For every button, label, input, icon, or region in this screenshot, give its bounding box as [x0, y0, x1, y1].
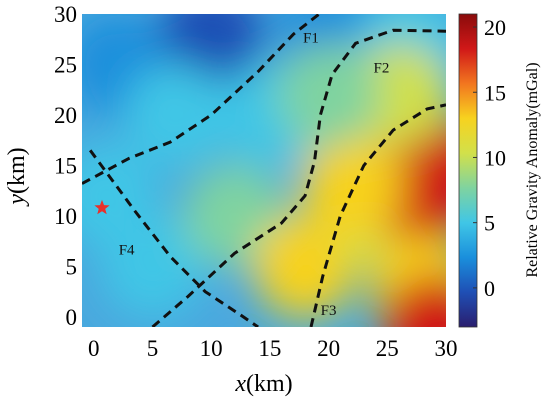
fault-lines	[82, 14, 446, 327]
y-tick-label: 15	[54, 153, 77, 178]
y-tick-label: 20	[54, 103, 77, 128]
star-marker	[94, 199, 110, 215]
colorbar-tick-label: 20	[484, 15, 506, 40]
fault-label-f4: F4	[119, 242, 135, 258]
fault-line-f1	[82, 14, 321, 185]
y-tick-label: 5	[66, 254, 78, 279]
heatmap-cells	[82, 14, 446, 327]
y-axis-unit: (km)	[4, 147, 30, 194]
heatmap-plot-area: F1 F2 F3 F4	[82, 14, 446, 327]
fault-label-f1: F1	[303, 30, 319, 46]
x-tick-label: 5	[147, 336, 159, 361]
colorbar-tick-label: 0	[484, 276, 495, 301]
colorbar-tick-label: 5	[484, 211, 495, 236]
y-axis-title: y(km)	[4, 147, 30, 206]
colorbar-title: Relative Gravity Anomaly(mGal)	[524, 62, 541, 277]
fault-labels: F1 F2 F3 F4	[119, 30, 390, 319]
fault-line-f4	[88, 149, 259, 327]
markers	[94, 199, 110, 215]
x-tick-label: 30	[435, 336, 458, 361]
colorbar-tick-label: 10	[484, 145, 506, 170]
x-axis-unit: (km)	[246, 371, 293, 397]
heatmap-cell	[300, 133, 405, 238]
y-tick-label: 0	[66, 305, 78, 330]
x-axis-var: x	[234, 371, 246, 397]
heatmap-cell	[276, 42, 381, 147]
fault-line-f3	[309, 103, 446, 327]
y-axis-var: y	[4, 194, 30, 207]
x-tick-label: 20	[317, 336, 340, 361]
x-axis-ticks: 0 5 10 15 20 25 30	[88, 336, 458, 361]
colorbar	[458, 13, 478, 328]
colorbar-tick-label: 15	[484, 80, 506, 105]
y-tick-label: 10	[54, 204, 77, 229]
heatmap-cell	[382, 275, 446, 327]
y-tick-label: 30	[54, 2, 77, 27]
y-tick-label: 25	[54, 52, 77, 77]
y-axis-ticks: 0 5 10 15 20 25 30	[54, 2, 77, 330]
x-axis-title: x(km)	[234, 371, 292, 397]
x-tick-label: 15	[258, 336, 281, 361]
fault-label-f2: F2	[373, 61, 389, 77]
fault-label-f3: F3	[321, 303, 337, 319]
x-tick-label: 25	[376, 336, 399, 361]
x-tick-label: 0	[88, 336, 100, 361]
x-tick-label: 10	[200, 336, 223, 361]
fault-line-f2	[151, 28, 446, 327]
colorbar-ticks: 0 5 10 15 20	[473, 15, 506, 301]
heatmap-cell	[123, 62, 228, 167]
heatmap-cell	[100, 214, 205, 319]
